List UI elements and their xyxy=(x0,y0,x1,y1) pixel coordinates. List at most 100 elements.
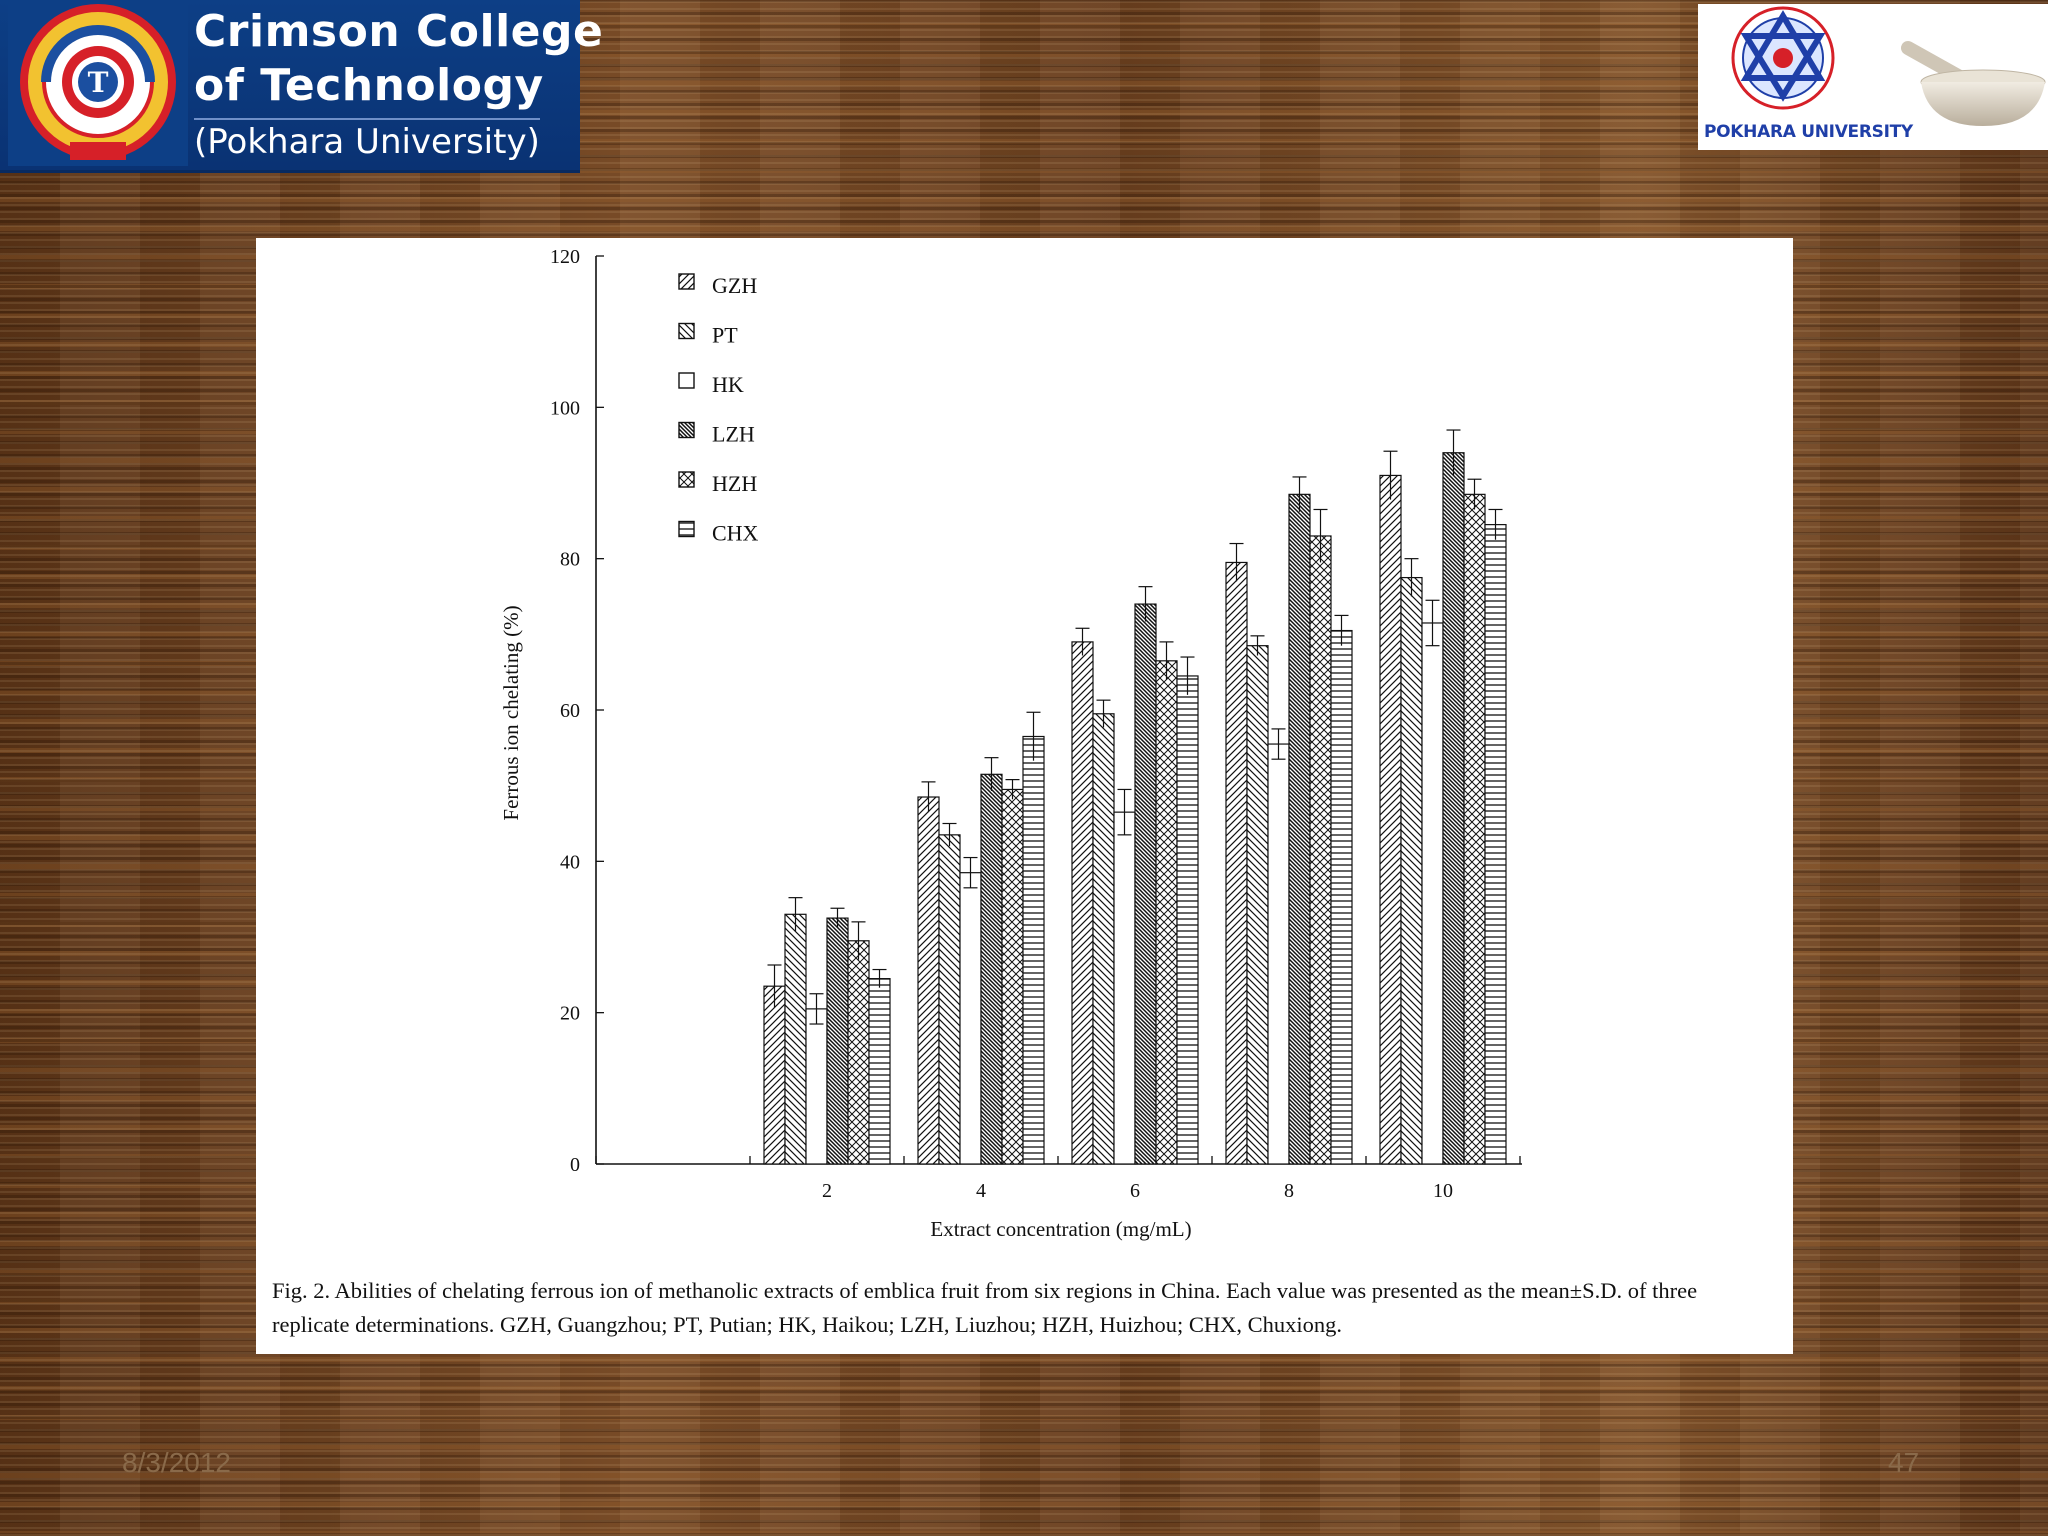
pokhara-university-emblem-icon xyxy=(1731,6,1835,110)
bar-lzh-6 xyxy=(1134,603,1157,1165)
x-tick-label: 2 xyxy=(822,1180,832,1202)
bar-gzh-4 xyxy=(917,796,940,1165)
figure-panel: Ferrous ion chelating (%) Extract concen… xyxy=(256,238,1793,1354)
y-tick-label: 120 xyxy=(550,246,580,268)
error-bar-gzh-10 xyxy=(1383,450,1398,500)
university-logo: POKHARA UNIVERSITY xyxy=(1698,4,2048,150)
error-bar-lzh-10 xyxy=(1446,429,1461,476)
bar-chx-8 xyxy=(1330,629,1353,1165)
bar-chart: Ferrous ion chelating (%) Extract concen… xyxy=(499,246,1522,1241)
bar-chx-2 xyxy=(868,978,891,1165)
error-bar-gzh-6 xyxy=(1075,627,1090,656)
x-axis-ticks: 2 4 6 8 10 xyxy=(595,1156,1521,1202)
bar-pt-2 xyxy=(784,913,807,1165)
error-bar-chx-8 xyxy=(1334,614,1349,646)
college-emblem-icon: T xyxy=(8,4,188,166)
slide-number: 47 xyxy=(1888,1447,1920,1478)
bar-pt-4 xyxy=(938,834,961,1165)
legend-swatch xyxy=(678,471,695,488)
bar-pt-6 xyxy=(1092,713,1115,1165)
error-bar-gzh-2 xyxy=(767,964,782,1008)
error-bar-hzh-2 xyxy=(851,921,866,960)
x-tick-label: 6 xyxy=(1130,1180,1140,1202)
legend-label: GZH xyxy=(712,273,757,298)
error-bar-pt-10 xyxy=(1404,558,1419,597)
bar-pt-8 xyxy=(1246,645,1269,1165)
bar-lzh-4 xyxy=(980,773,1003,1165)
error-bar-gzh-4 xyxy=(921,781,936,813)
bar-gzh-8 xyxy=(1225,561,1248,1165)
error-bar-pt-2 xyxy=(788,897,803,931)
y-tick-label: 80 xyxy=(560,549,580,571)
error-bar-hk-6 xyxy=(1117,788,1132,836)
x-tick-label: 4 xyxy=(976,1180,986,1202)
college-affiliation: (Pokhara University) xyxy=(194,118,540,162)
legend-label: HK xyxy=(712,372,744,397)
bar-lzh-10 xyxy=(1442,452,1465,1165)
error-bar-lzh-2 xyxy=(830,907,845,928)
error-bar-lzh-6 xyxy=(1138,586,1153,622)
y-tick-label: 20 xyxy=(560,1003,580,1025)
bar-hk-8 xyxy=(1267,743,1290,1165)
error-bar-pt-4 xyxy=(942,822,957,847)
bar-chx-4 xyxy=(1022,735,1045,1165)
bar-hzh-8 xyxy=(1309,535,1332,1165)
x-axis-label: Extract concentration (mg/mL) xyxy=(930,1217,1191,1241)
y-axis-label: Ferrous ion chelating (%) xyxy=(499,605,523,820)
legend-swatch xyxy=(678,273,695,290)
x-tick-label: 10 xyxy=(1433,1180,1453,1202)
legend-label: LZH xyxy=(712,422,755,447)
error-bar-hk-2 xyxy=(809,993,824,1025)
college-logo: T Crimson College of Technology (Pokhara… xyxy=(0,0,603,173)
svg-text:T: T xyxy=(88,66,109,99)
error-bar-hzh-6 xyxy=(1159,641,1174,680)
error-bar-gzh-8 xyxy=(1229,542,1244,582)
legend-item-lzh: LZH xyxy=(678,421,755,447)
college-name-line1: Crimson College xyxy=(194,6,604,57)
error-bar-hzh-10 xyxy=(1467,478,1482,510)
legend-swatch xyxy=(678,372,695,389)
error-bar-lzh-8 xyxy=(1292,476,1307,512)
slide-date: 8/3/2012 xyxy=(122,1447,231,1478)
error-bar-hk-10 xyxy=(1425,599,1440,647)
error-bar-lzh-4 xyxy=(984,757,999,791)
error-bar-pt-8 xyxy=(1250,635,1265,656)
error-bar-chx-2 xyxy=(872,968,887,988)
bar-hk-2 xyxy=(805,1008,828,1165)
bar-hk-4 xyxy=(959,872,982,1165)
legend-label: HZH xyxy=(712,471,757,496)
y-tick-label: 0 xyxy=(570,1154,580,1176)
legend-swatch xyxy=(678,322,695,340)
bar-hzh-10 xyxy=(1463,493,1486,1165)
error-bar-pt-6 xyxy=(1096,699,1111,728)
bar-lzh-8 xyxy=(1288,493,1311,1165)
chart-legend: GZH PT HK LZH HZH CHX xyxy=(678,273,759,546)
legend-swatch xyxy=(678,520,695,538)
bar-pt-10 xyxy=(1400,576,1423,1165)
chart-error-bars xyxy=(767,429,1503,1025)
bar-hk-6 xyxy=(1113,811,1136,1165)
y-tick-label: 60 xyxy=(560,700,580,722)
error-bar-hzh-4 xyxy=(1005,779,1020,800)
bar-gzh-10 xyxy=(1379,474,1402,1165)
bar-chx-10 xyxy=(1484,524,1507,1165)
bar-gzh-6 xyxy=(1071,641,1094,1165)
university-name: POKHARA UNIVERSITY xyxy=(1704,122,1913,142)
mortar-and-pestle-icon xyxy=(1901,41,2046,126)
bar-hzh-2 xyxy=(847,940,870,1165)
y-axis-ticks: 0 20 40 60 80 100 120 xyxy=(550,246,604,1176)
legend-item-chx: CHX xyxy=(678,520,759,546)
chart-bars xyxy=(763,452,1507,1165)
error-bar-hzh-8 xyxy=(1313,508,1328,563)
error-bar-hk-4 xyxy=(963,856,978,889)
legend-swatch xyxy=(678,421,695,439)
legend-label: PT xyxy=(712,323,738,348)
figure-caption: Fig. 2. Abilities of chelating ferrous i… xyxy=(272,1278,1698,1337)
bar-hzh-6 xyxy=(1155,660,1178,1165)
y-tick-label: 100 xyxy=(550,397,580,419)
legend-item-hk: HK xyxy=(678,372,744,397)
bar-hzh-4 xyxy=(1001,788,1024,1165)
error-bar-hk-8 xyxy=(1271,728,1286,760)
error-bar-chx-10 xyxy=(1488,508,1503,540)
y-tick-label: 40 xyxy=(560,851,580,873)
